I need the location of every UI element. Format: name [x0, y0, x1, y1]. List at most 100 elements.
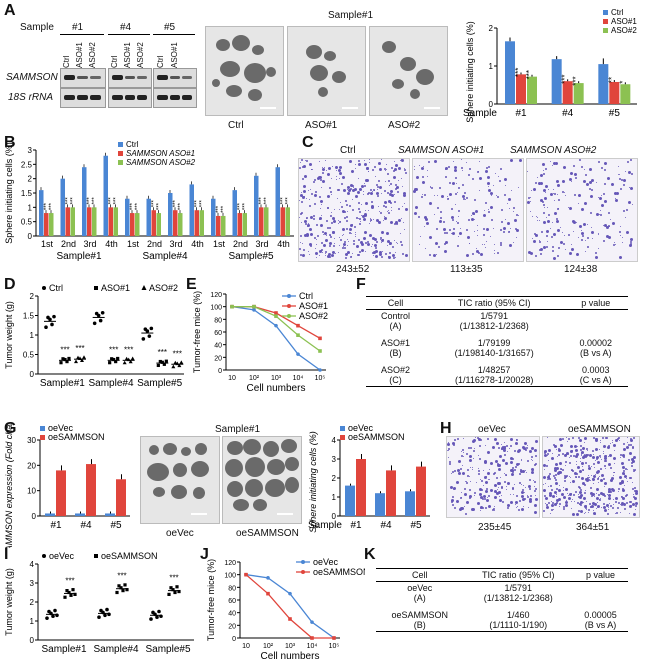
cell-dot: [618, 174, 619, 175]
cell-dot: [558, 199, 560, 201]
a-sig-1-0: ***: [514, 68, 523, 77]
cell-dot: [557, 184, 560, 187]
cell-dot: [553, 193, 554, 194]
b-sig-1-5: ***: [152, 200, 158, 208]
cell-dot: [360, 241, 363, 244]
cell-dot: [601, 204, 604, 207]
cell-dot: [595, 438, 598, 441]
cell-dot: [315, 248, 316, 249]
cell-dot: [398, 219, 401, 222]
cell-dot: [573, 221, 576, 224]
cell-dot: [570, 172, 573, 175]
cell-dot: [316, 239, 317, 240]
i-legend-label-0: oeVec: [49, 551, 75, 561]
cell-dot: [528, 507, 529, 508]
cell-dot: [378, 221, 381, 224]
cell-dot: [532, 460, 533, 461]
cell-dot: [462, 449, 464, 451]
cell-dot: [362, 215, 365, 218]
g2-bar-0-2: [405, 491, 415, 516]
cell-dot: [622, 237, 623, 238]
cell-dot: [511, 190, 512, 191]
cell-dot: [471, 218, 474, 221]
b-xtick-8: 1st: [213, 239, 226, 249]
cell-dot: [559, 506, 560, 507]
cell-dot: [422, 194, 423, 195]
i-pt-1-1-0: [115, 590, 119, 595]
e-pt-1-4: [318, 336, 322, 341]
cell-dot: [589, 477, 590, 478]
cell-dot: [342, 176, 345, 179]
cell-dot: [542, 163, 545, 166]
cell-dot: [596, 458, 598, 460]
cell-dot: [346, 220, 348, 222]
cell-dot: [628, 171, 631, 174]
cell-dot: [330, 236, 332, 238]
e-xtick-1: 10²: [249, 375, 260, 382]
e-pt-0-4: [318, 368, 322, 372]
cell-dot: [531, 459, 532, 460]
cell-dot: [403, 222, 404, 223]
cell-dot: [329, 187, 331, 189]
gel-18s-1: [60, 88, 106, 108]
cell-dot: [565, 476, 567, 478]
cell-dot: [565, 501, 568, 504]
cell-dot: [486, 167, 488, 169]
cell-dot: [391, 207, 392, 208]
cell-dot: [355, 164, 356, 165]
d-pt-1-1-3: [114, 359, 118, 364]
cell-dot: [468, 219, 470, 221]
cell-dot: [460, 497, 462, 499]
cell-dot: [490, 489, 493, 492]
cell-dot: [484, 498, 486, 500]
cell-dot: [385, 170, 386, 171]
cell-dot: [301, 222, 302, 223]
panel-label-b: B: [4, 134, 16, 151]
j-pt-0-1: [266, 576, 270, 580]
cell-dot: [529, 479, 531, 481]
cell-dot: [448, 442, 449, 443]
cell-dot: [478, 455, 479, 456]
i-pt-1-2-4: [175, 585, 179, 589]
cell-dot: [359, 188, 362, 191]
cell-dot: [314, 237, 316, 239]
cell-dot: [600, 440, 601, 441]
cell-dot: [571, 470, 572, 471]
cell-dot: [393, 170, 395, 172]
cell-dot: [543, 489, 546, 492]
cell-dot: [384, 190, 386, 192]
b-ytick-label-3: 1.5: [21, 189, 33, 198]
cell-dot: [540, 174, 543, 177]
cell-dot: [359, 211, 361, 213]
cell-dot: [440, 211, 442, 213]
cell-dot: [330, 191, 332, 193]
i-pt-1-0-5: [73, 592, 77, 596]
cell-dot: [553, 233, 556, 236]
cell-dot: [320, 200, 323, 203]
cell-dot: [557, 255, 559, 257]
cell-dot: [457, 438, 459, 440]
b-bar-0-8: [211, 198, 216, 236]
cell-dot: [301, 201, 303, 203]
cell-dot: [588, 512, 589, 513]
cell-dot: [505, 185, 506, 186]
b-legend-label-2: SAMMSON ASO#2: [126, 158, 196, 167]
cell-dot: [608, 463, 611, 466]
cell-dot: [581, 230, 582, 231]
a-sig-1-2: **: [607, 77, 616, 83]
a-micro-cap-aso2: ASO#2: [388, 120, 421, 131]
cell-dot: [603, 478, 605, 480]
cell-dot: [630, 477, 632, 479]
cell-dot: [562, 232, 563, 233]
cell-dot: [548, 486, 549, 487]
h-cap-oesammson: oeSAMMSON: [568, 424, 631, 435]
cell-dot: [452, 182, 455, 185]
cell-dot: [319, 250, 322, 253]
cell-dot: [515, 466, 517, 468]
cell-dot: [485, 247, 486, 248]
a-bar-2-2: [620, 84, 631, 104]
cell-dot: [483, 228, 485, 230]
i-xtick-2: Sample#5: [145, 644, 190, 655]
cell-dot: [595, 474, 596, 475]
blot-sample-1: #1: [72, 22, 84, 33]
